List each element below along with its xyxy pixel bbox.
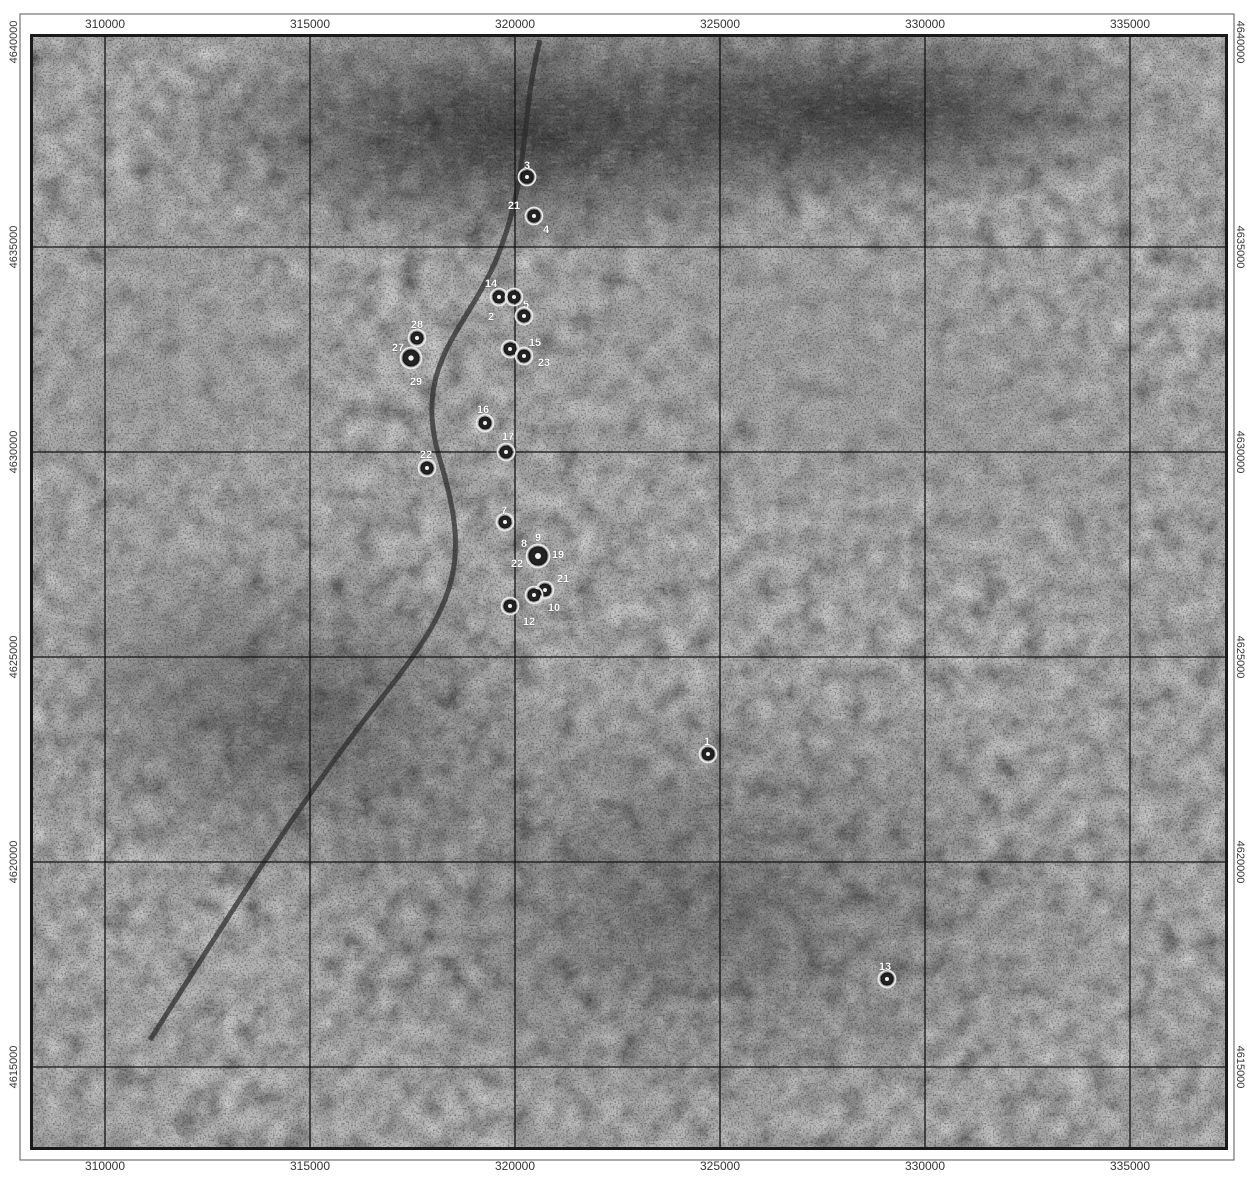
site-marker-center bbox=[408, 355, 414, 361]
site-marker-ring bbox=[500, 596, 520, 616]
x-tick-label: 330000 bbox=[905, 1159, 945, 1173]
site-marker-center bbox=[504, 450, 508, 454]
site-marker-center bbox=[512, 295, 516, 299]
site-label: 5 bbox=[523, 299, 529, 311]
site-marker-center bbox=[497, 295, 501, 299]
y-tick-label: 4615000 bbox=[8, 1046, 20, 1089]
site-label: 4 bbox=[543, 224, 550, 236]
site-label: 7 bbox=[501, 505, 507, 517]
site-label: 3 bbox=[524, 160, 530, 172]
x-tick-label: 325000 bbox=[700, 1159, 740, 1173]
site-marker-center bbox=[415, 336, 419, 340]
site-marker-ring bbox=[514, 306, 534, 326]
y-axis-right-labels: 4640000 4635000 4630000 4625000 4620000 46150… bbox=[1234, 21, 1246, 1089]
x-tick-label: 310000 bbox=[85, 1159, 125, 1173]
site-label: 14 bbox=[485, 278, 498, 290]
site-label: 21 bbox=[557, 573, 569, 585]
y-tick-label: 4635000 bbox=[1234, 226, 1246, 269]
x-tick-label: 320000 bbox=[495, 1159, 535, 1173]
site-marker-ring bbox=[407, 328, 427, 348]
site-marker-ring bbox=[514, 346, 534, 366]
site-label: 27 bbox=[392, 342, 404, 354]
site-marker-ring bbox=[475, 413, 495, 433]
site-marker-center bbox=[532, 593, 536, 597]
site-marker-ring bbox=[399, 346, 423, 370]
site-marker-ring bbox=[524, 585, 544, 605]
x-tick-label: 335000 bbox=[1110, 1159, 1150, 1173]
y-axis-left-labels: 4640000 4635000 4630000 4625000 4620000 46150… bbox=[8, 21, 20, 1089]
site-label: 15 bbox=[529, 337, 541, 349]
y-tick-label: 4640000 bbox=[8, 21, 20, 64]
site-marker-center bbox=[543, 588, 547, 592]
site-marker-ring bbox=[517, 167, 537, 187]
x-tick-label: 315000 bbox=[290, 17, 330, 31]
site-marker-center bbox=[522, 354, 526, 358]
site-label: 22 bbox=[420, 449, 432, 461]
site-marker-ring bbox=[495, 512, 515, 532]
y-tick-label: 4625000 bbox=[8, 636, 20, 679]
x-axis-bottom-labels: 310000 315000 320000 325000 330000 335000 bbox=[85, 1159, 1150, 1173]
y-tick-label: 4620000 bbox=[8, 841, 20, 884]
x-axis-top-labels: 310000 315000 320000 325000 330000 335000 bbox=[85, 17, 1150, 31]
site-label: 1 bbox=[704, 736, 710, 748]
site-label: 21 bbox=[508, 200, 520, 212]
x-tick-label: 310000 bbox=[85, 17, 125, 31]
y-tick-label: 4635000 bbox=[8, 226, 20, 269]
site-marker-center bbox=[425, 466, 429, 470]
site-label: 12 bbox=[523, 616, 535, 628]
site-label: 23 bbox=[538, 357, 550, 369]
y-tick-label: 4620000 bbox=[1234, 841, 1246, 884]
site-label: 16 bbox=[477, 404, 489, 416]
site-marker-center bbox=[503, 520, 507, 524]
site-marker-ring bbox=[504, 287, 524, 307]
y-tick-label: 4630000 bbox=[1234, 431, 1246, 474]
site-marker-center bbox=[508, 347, 512, 351]
x-tick-label: 320000 bbox=[495, 17, 535, 31]
site-marker-ring bbox=[524, 206, 544, 226]
site-marker-ring bbox=[496, 442, 516, 462]
site-label: 29 bbox=[410, 376, 422, 388]
site-marker-center bbox=[508, 604, 512, 608]
site-label: 28 bbox=[411, 319, 423, 331]
site-marker-center bbox=[535, 553, 541, 559]
site-label: 19 bbox=[552, 549, 564, 561]
x-tick-label: 325000 bbox=[700, 17, 740, 31]
site-marker-ring bbox=[698, 744, 718, 764]
y-tick-label: 4625000 bbox=[1234, 636, 1246, 679]
site-label: 8 bbox=[521, 538, 527, 550]
satellite-imagery bbox=[33, 37, 1225, 1147]
y-tick-label: 4615000 bbox=[1234, 1046, 1246, 1089]
x-tick-label: 335000 bbox=[1110, 17, 1150, 31]
site-label: 17 bbox=[502, 431, 514, 443]
site-label: 13 bbox=[879, 961, 891, 973]
site-label: 22 bbox=[511, 558, 523, 570]
site-marker-center bbox=[522, 314, 526, 318]
site-label: 10 bbox=[548, 602, 560, 614]
site-markers: 3 21 4 14 5 2 28 27 29 15 23 16 17 22 7 98 19 22 21 10 12 1 13 bbox=[392, 160, 897, 989]
site-label: 9 bbox=[535, 532, 541, 544]
coordinate-grid bbox=[33, 37, 1225, 1147]
site-marker-ring bbox=[417, 458, 437, 478]
site-marker-center bbox=[525, 175, 529, 179]
y-tick-label: 4640000 bbox=[1234, 21, 1246, 64]
site-marker-center bbox=[706, 752, 710, 756]
x-tick-label: 315000 bbox=[290, 1159, 330, 1173]
site-marker-center bbox=[483, 421, 487, 425]
site-marker-ring bbox=[877, 969, 897, 989]
x-tick-label: 330000 bbox=[905, 17, 945, 31]
site-marker-center bbox=[532, 214, 536, 218]
site-marker-center bbox=[885, 977, 889, 981]
y-tick-label: 4630000 bbox=[8, 431, 20, 474]
site-marker-ring bbox=[525, 543, 551, 569]
site-label: 2 bbox=[488, 311, 494, 323]
